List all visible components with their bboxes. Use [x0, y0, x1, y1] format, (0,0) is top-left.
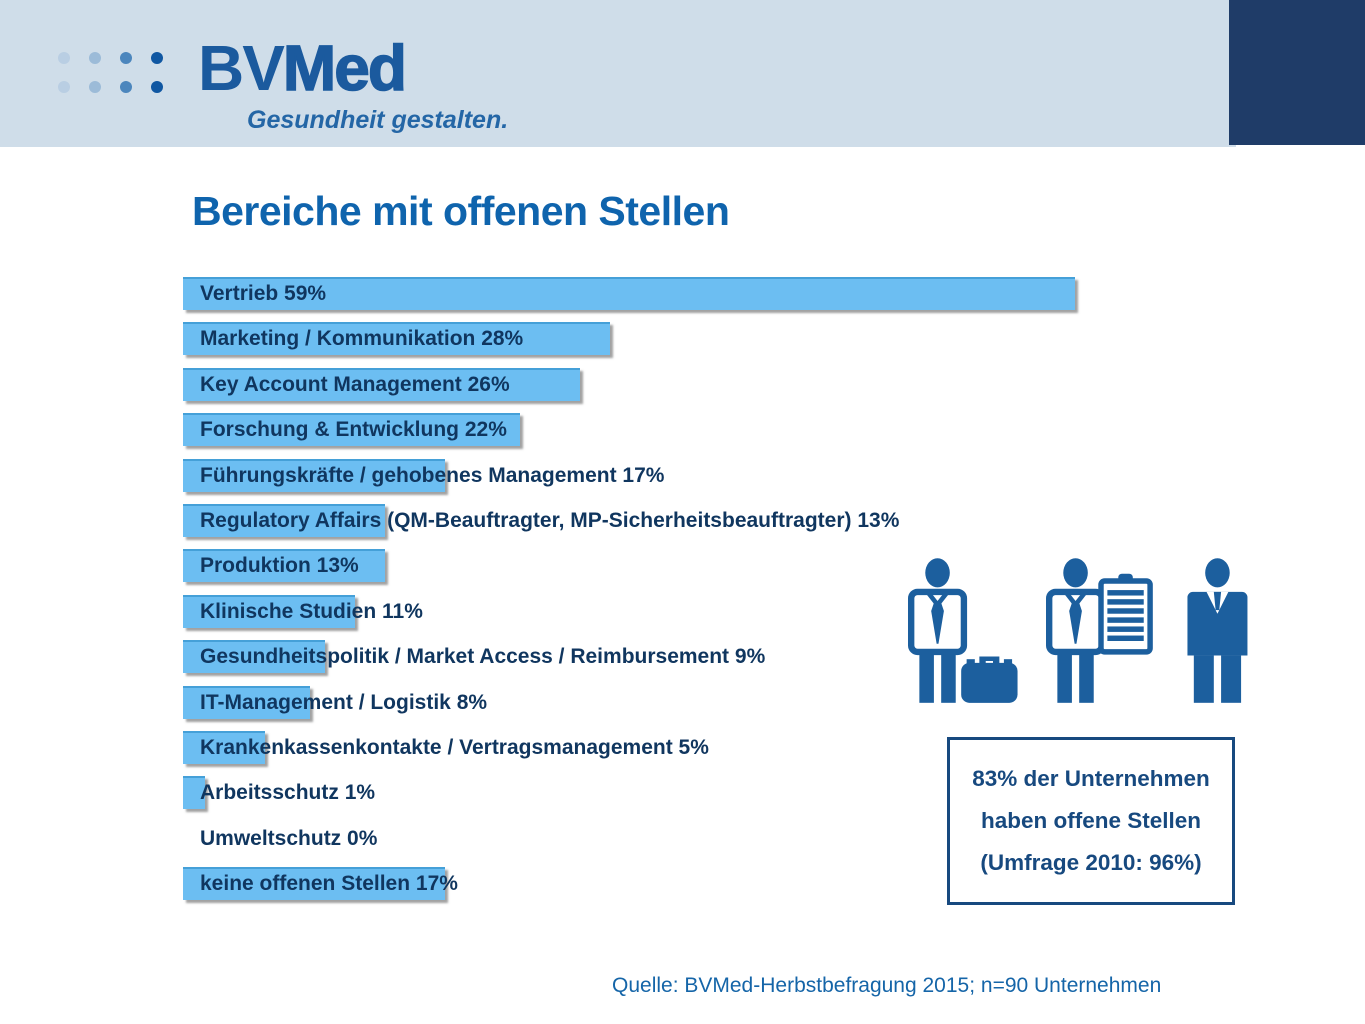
bar-row: Klinische Studien 11% — [183, 594, 1183, 628]
logo-tagline: Gesundheit gestalten. — [247, 106, 509, 134]
manager-suit-icon — [1187, 558, 1248, 703]
person-with-briefcase-icon — [907, 558, 1018, 703]
bar-label: Krankenkassenkontakte / Vertragsmanageme… — [200, 735, 709, 759]
callout-line-1: 83% der Unternehmen — [972, 766, 1210, 791]
bar-row: Umweltschutz 0% — [183, 822, 1183, 855]
bar-row: Forschung & Entwicklung 22% — [183, 413, 1183, 447]
bar-row: Marketing / Kommunikation 28% — [183, 322, 1183, 356]
bar-label: Vertrieb 59% — [200, 282, 327, 305]
logo-dot — [151, 81, 163, 93]
logo-dot — [89, 81, 101, 93]
bar — [183, 503, 385, 537]
bar-row: IT-Management / Logistik 8% — [183, 685, 1183, 719]
bar — [183, 277, 1075, 310]
header-band — [0, 0, 1236, 147]
logo-dot — [89, 52, 101, 64]
callout-line-3: (Umfrage 2010: 96%) — [980, 850, 1202, 875]
bar-label: Umweltschutz 0% — [200, 826, 378, 850]
bar-row: Regulatory Affairs (QM-Beauftragter, MP-… — [183, 503, 1183, 537]
bar-chart: Vertrieb 59% Marketing / Kommunikation 28… — [183, 277, 1183, 901]
bar-label: keine offenen Stellen 17% — [200, 872, 458, 896]
bar-row: Key Account Management 26% — [183, 367, 1183, 401]
logo-dot — [120, 81, 132, 93]
bar — [183, 640, 325, 674]
bar — [183, 322, 610, 356]
bar — [183, 367, 580, 401]
bar-row: keine offenen Stellen 17% — [183, 867, 1183, 901]
callout-line-2: haben offene Stellen — [980, 808, 1202, 833]
bar-row: Gesundheitspolitik / Market Access / Rei… — [183, 640, 1183, 674]
callout-box: 83% der Unternehmen haben offene Stellen… — [947, 737, 1235, 905]
bar-label: Marketing / Kommunikation 28% — [200, 327, 524, 351]
corner-block — [1229, 0, 1365, 145]
bar-label: IT-Management / Logistik 8% — [200, 690, 488, 714]
bar-label: Regulatory Affairs (QM-Beauftragter, MP-… — [200, 508, 900, 532]
bar-label: Key Account Management 26% — [200, 372, 510, 396]
bvmed-logo: BVMed — [198, 35, 408, 101]
bar-label: Forschung & Entwicklung 22% — [200, 418, 507, 442]
bar — [183, 685, 310, 719]
logo-bv-text: BV — [198, 32, 285, 104]
bar-label: Arbeitsschutz 1% — [200, 781, 376, 805]
bar — [183, 549, 385, 583]
logo-med-text: Med — [282, 32, 408, 104]
source-note: Quelle: BVMed-Herbstbefragung 2015; n=90… — [612, 974, 1162, 997]
bar-label: Produktion 13% — [200, 554, 359, 578]
bar — [183, 776, 205, 810]
bar-row: Führungskräfte / gehobenes Management 17… — [183, 458, 1183, 492]
logo-dot — [58, 52, 70, 64]
bar-row: Arbeitsschutz 1% — [183, 776, 1183, 810]
bar — [183, 594, 355, 628]
bar-label: Gesundheitspolitik / Market Access / Rei… — [200, 645, 766, 669]
bar — [183, 730, 265, 764]
logo-dot — [151, 52, 163, 64]
bar — [183, 413, 520, 447]
people-icons — [903, 548, 1253, 712]
bar — [183, 867, 445, 901]
bar — [183, 458, 445, 492]
slide-title: Bereiche mit offenen Stellen — [192, 188, 730, 234]
bar-row: Krankenkassenkontakte / Vertragsmanageme… — [183, 730, 1183, 764]
logo-dot — [58, 81, 70, 93]
bar-label: Führungskräfte / gehobenes Management 17… — [200, 463, 665, 487]
bar-row: Vertrieb 59% — [183, 277, 1183, 310]
bvmed-logo-dots-icon — [58, 52, 163, 93]
bar-row: Produktion 13% — [183, 549, 1183, 583]
bar-label: Klinische Studien 11% — [200, 599, 423, 623]
person-with-clipboard-icon — [1046, 558, 1154, 703]
logo-dot — [120, 52, 132, 64]
